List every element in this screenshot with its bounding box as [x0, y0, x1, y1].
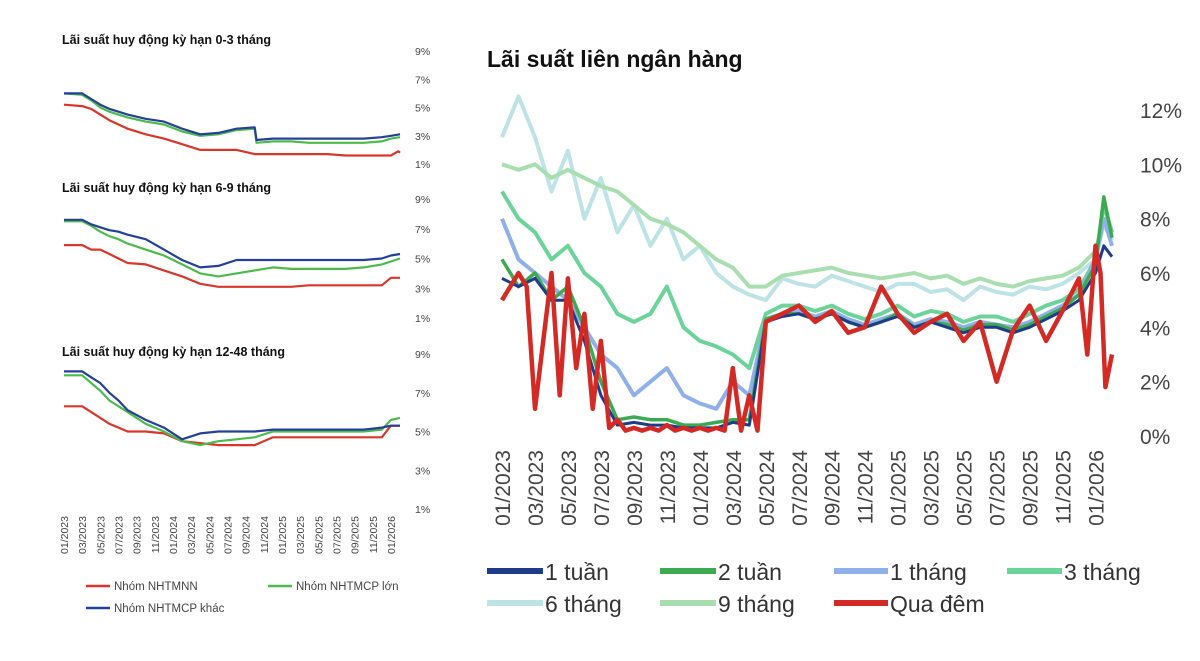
interbank-xtick: 05/2024	[756, 450, 779, 526]
panel-1-line-nhom-nhtmcp-lon	[63, 92, 401, 144]
panel-3-line-nhom-nhtmcp-khac	[64, 370, 400, 441]
interbank-xtick: 05/2025	[954, 450, 977, 526]
panel-3-ytick: 5%	[415, 427, 430, 439]
left-xtick: 01/2026	[386, 516, 398, 554]
interbank-xtick: 07/2024	[789, 450, 812, 526]
left-plots: 9% 7% 5% 3% 1% 9% 7% 5% 3% 1% 9% 7% 5% 3% 1%	[63, 46, 430, 516]
right-plot: 12% 10% 8% 6% 4% 2% 0%	[500, 94, 1182, 449]
interbank-xtick: 09/2024	[822, 450, 845, 526]
left-xtick: 01/2023	[59, 516, 71, 554]
legend-label-nhtmnn: Nhóm NHTMNN	[114, 581, 198, 593]
legend-label-1-thang: 1 tháng	[890, 559, 967, 585]
panel-2-ytick: 7%	[415, 224, 430, 236]
panel-2-ytick: 1%	[415, 313, 430, 325]
interbank-ytick: 4%	[1140, 317, 1170, 340]
interbank-xtick: 03/2024	[723, 450, 746, 526]
interbank-title: Lãi suất liên ngân hàng	[487, 46, 743, 72]
interbank-ytick: 12%	[1140, 100, 1182, 123]
interbank-xtick: 11/2024	[855, 450, 878, 525]
interbank-xtick: 01/2024	[690, 450, 713, 526]
left-xtick: 01/2024	[168, 516, 180, 554]
panel-3-ytick: 3%	[415, 465, 430, 477]
legend-label-2-tuan: 2 tuần	[718, 559, 782, 585]
left-xtick: 11/2025	[368, 516, 380, 553]
panel-1-line-nhom-nhtmnn	[63, 103, 401, 157]
left-xtick: 05/2025	[313, 516, 325, 554]
panel-2-line-nhom-nhtmcp-khac	[64, 218, 401, 269]
panel-1-ytick: 5%	[415, 103, 430, 115]
left-xtick: 05/2024	[204, 516, 216, 554]
panel-3-line-nhom-nhtmcp-lon	[64, 374, 401, 447]
panel-1-line-nhom-nhtmcp-khac	[64, 92, 401, 142]
left-xtick: 07/2025	[331, 516, 343, 554]
interbank-ytick: 10%	[1140, 154, 1182, 177]
panel-1-ytick: 7%	[415, 74, 430, 86]
interbank-line-1-thang	[500, 216, 1114, 411]
interbank-xtick: 03/2025	[921, 450, 944, 526]
panel-2-title: Lãi suất huy động kỳ hạn 6-9 tháng	[62, 181, 271, 195]
interbank-ytick: 2%	[1140, 372, 1170, 395]
left-xtick: 11/2023	[150, 516, 162, 553]
interbank-line-qua-dem	[500, 243, 1115, 433]
left-xtick: 07/2023	[114, 516, 126, 554]
left-xtick: 03/2024	[186, 516, 198, 554]
legend-label-lon: Nhóm NHTMCP lớn	[296, 581, 399, 593]
left-xtick: 01/2025	[277, 516, 289, 554]
panel-1-title: Lãi suất huy động kỳ hạn 0-3 tháng	[62, 33, 271, 47]
left-xtick: 09/2024	[241, 516, 253, 554]
panel-3-title: Lãi suất huy động kỳ hạn 12-48 tháng	[62, 345, 285, 359]
interbank-xtick: 05/2023	[558, 450, 581, 526]
legend-label-9-thang: 9 tháng	[718, 591, 795, 617]
panel-2-line-nhom-nhtmcp-lon	[64, 220, 401, 278]
left-xtick: 03/2023	[77, 516, 89, 554]
interbank-xtick: 09/2023	[624, 450, 647, 526]
interbank-xtick: 07/2025	[987, 450, 1010, 526]
left-xtick: 09/2025	[350, 516, 362, 554]
left-xtick: 11/2024	[259, 516, 271, 553]
interbank-xtick: 07/2023	[591, 450, 614, 526]
interbank-ytick: 0%	[1140, 426, 1170, 449]
legend-label-khac: Nhóm NHTMCP khác	[114, 603, 225, 615]
legend-label-qua-dem: Qua đêm	[890, 591, 985, 617]
interbank-line-6-thang	[500, 94, 1114, 303]
left-xtick: 05/2023	[95, 516, 107, 554]
interbank-xtick: 11/2023	[657, 450, 680, 524]
panel-1-ytick: 1%	[415, 159, 430, 171]
interbank-ytick: 6%	[1140, 263, 1170, 286]
panel-3-ytick: 9%	[415, 349, 430, 361]
panel-2-ytick: 3%	[415, 283, 430, 295]
interbank-ytick: 8%	[1140, 209, 1170, 232]
left-xtick: 07/2024	[223, 516, 235, 554]
interbank-xtick: 09/2025	[1020, 450, 1043, 526]
panel-1-ytick: 3%	[415, 131, 430, 143]
legend-label-1-tuan: 1 tuần	[545, 559, 609, 585]
panel-3-ytick: 7%	[415, 388, 430, 400]
right-x-axis: 01/2023 03/2023 05/2023 07/2023 09/2023 11/20…	[492, 450, 1109, 526]
interbank-line-9-thang	[501, 162, 1114, 289]
panel-1-ytick: 9%	[415, 46, 430, 58]
panel-2-ytick: 9%	[415, 194, 430, 206]
panel-2-line-nhom-nhtmnn	[64, 244, 400, 288]
panel-3-line-nhom-nhtmnn	[64, 405, 400, 447]
left-legend: Nhóm NHTMNN Nhóm NHTMCP lớn Nhóm NHTMCP …	[86, 581, 399, 615]
interbank-xtick: 01/2023	[492, 450, 515, 526]
interbank-xtick: 01/2026	[1086, 450, 1109, 526]
panel-3-ytick: 1%	[415, 504, 430, 516]
left-x-axis: 01/2023 03/2023 05/2023 07/2023 09/2023 11/20…	[59, 516, 398, 554]
panel-2-ytick: 5%	[415, 254, 430, 266]
left-xtick: 09/2023	[132, 516, 144, 554]
interbank-xtick: 11/2025	[1053, 450, 1076, 524]
legend-label-3-thang: 3 tháng	[1064, 559, 1141, 585]
legend-label-6-thang: 6 tháng	[545, 591, 622, 617]
interbank-xtick: 01/2025	[888, 450, 911, 526]
right-legend: 1 tuần 2 tuần 1 tháng 3 tháng 6 tháng 9 …	[487, 559, 1141, 617]
left-xtick: 03/2025	[295, 516, 307, 554]
interbank-xtick: 03/2023	[525, 450, 548, 526]
